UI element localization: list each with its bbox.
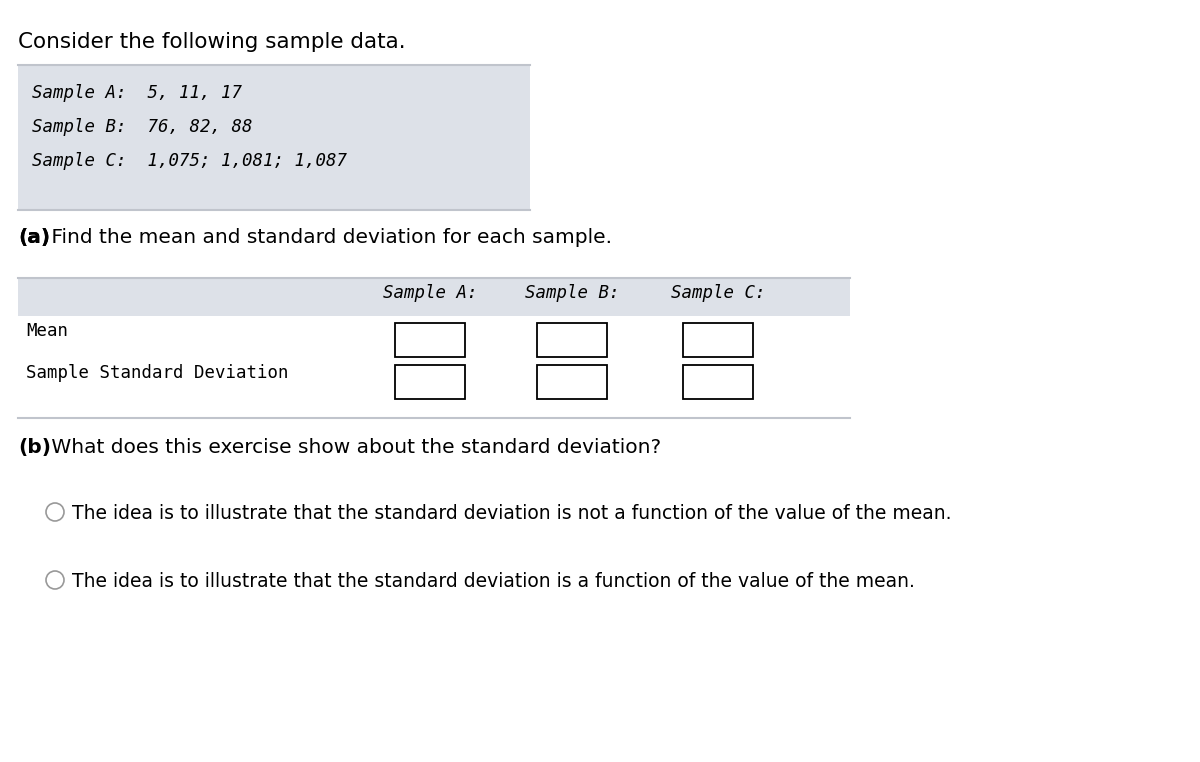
Text: Sample B:  76, 82, 88: Sample B: 76, 82, 88 [32,118,252,136]
Text: Sample A:  5, 11, 17: Sample A: 5, 11, 17 [32,84,242,102]
Text: (a) Find the mean and standard deviation for each sample.: (a) Find the mean and standard deviation… [18,228,613,247]
Text: Mean: Mean [26,322,68,340]
Text: (b): (b) [18,438,50,457]
Text: Find the mean and standard deviation for each sample.: Find the mean and standard deviation for… [46,228,612,247]
Bar [538,365,607,399]
Circle shape [46,503,64,521]
Text: Sample B:: Sample B: [524,284,619,302]
Bar [18,65,530,210]
Text: (a): (a) [18,228,50,247]
Bar [538,323,607,357]
Text: Sample C:  1,075; 1,081; 1,087: Sample C: 1,075; 1,081; 1,087 [32,152,347,170]
Text: Sample Standard Deviation: Sample Standard Deviation [26,364,288,382]
Bar [18,316,850,418]
Circle shape [46,571,64,589]
Text: The idea is to illustrate that the standard deviation is not a function of the v: The idea is to illustrate that the stand… [72,504,952,523]
Bar [18,278,850,316]
Text: Consider the following sample data.: Consider the following sample data. [18,32,406,52]
Text: Sample C:: Sample C: [671,284,766,302]
Text: (a): (a) [18,228,50,247]
Text: The idea is to illustrate that the standard deviation is a function of the value: The idea is to illustrate that the stand… [72,572,914,591]
Bar [683,365,754,399]
Bar [683,323,754,357]
Bar [395,365,466,399]
Bar [395,323,466,357]
Text: Sample A:: Sample A: [383,284,478,302]
Text: What does this exercise show about the standard deviation?: What does this exercise show about the s… [46,438,661,457]
